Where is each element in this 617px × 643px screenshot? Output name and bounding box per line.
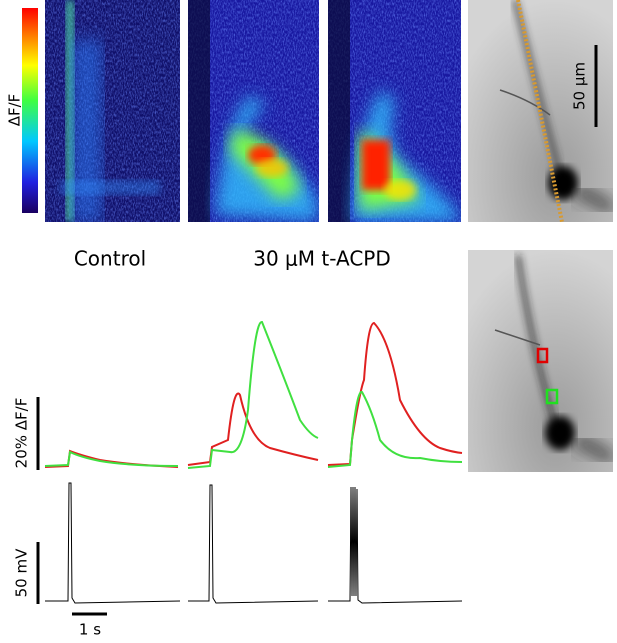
fluorescence-traces — [44, 321, 463, 469]
neuron-image-1: 50 μm — [468, 0, 613, 222]
voltage-traces — [45, 482, 463, 604]
condition-label: Control — [74, 247, 146, 271]
heatmap-drug-1 — [188, 0, 319, 222]
heatmap-drug-2 — [328, 0, 461, 222]
heatmap-control — [45, 0, 180, 222]
neuron-image-2 — [468, 250, 613, 472]
scale-bar-label: 50 mV — [13, 548, 31, 597]
scale-bar-label: 1 s — [79, 621, 101, 639]
condition-label: 30 μM t-ACPD — [253, 247, 391, 271]
colorbar — [22, 8, 38, 213]
scale-bar-label: 20% ΔF/F — [13, 398, 31, 469]
image-scale-label: 50 μm — [571, 62, 589, 110]
colorbar-label: ΔF/F — [6, 94, 24, 127]
